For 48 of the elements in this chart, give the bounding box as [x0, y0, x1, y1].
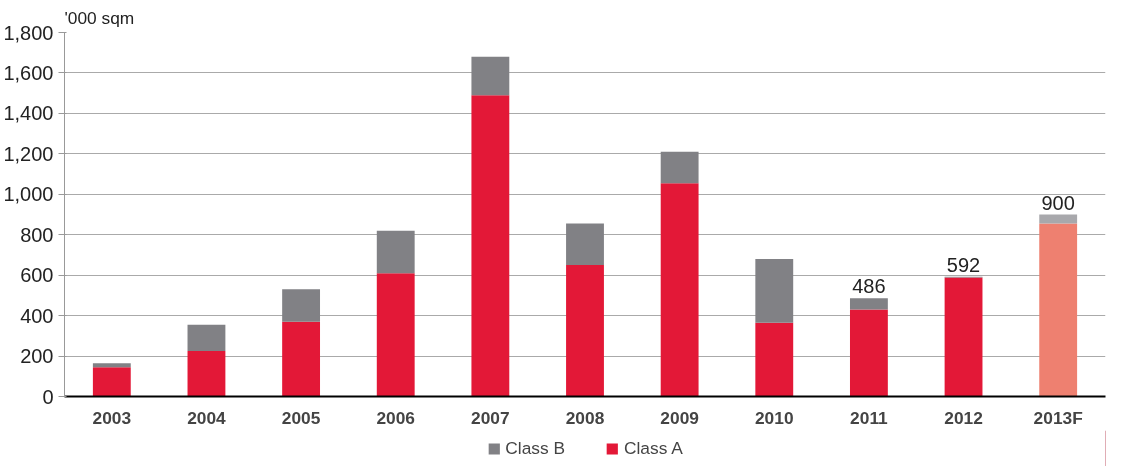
x-tick-label: 2008 [565, 407, 605, 428]
x-tick-label: 2011 [850, 407, 889, 428]
y-tick-label: 1,200 [3, 142, 54, 165]
total-label: 900 [1041, 191, 1075, 214]
bar [1039, 223, 1078, 397]
y-axis-title: '000 sqm [64, 7, 135, 28]
total-label: 592 [946, 253, 981, 276]
bar [660, 151, 699, 184]
bar [755, 258, 794, 323]
bar [376, 273, 415, 397]
x-tick-label: 2006 [376, 407, 416, 428]
bar [566, 265, 604, 397]
y-tick-label: 1,000 [3, 183, 54, 206]
bar [471, 56, 510, 96]
y-tick-label: 400 [20, 304, 54, 327]
y-tick-label: 1,600 [3, 61, 54, 84]
bar [282, 321, 321, 397]
bar [376, 230, 415, 274]
x-tick-label: 2007 [471, 407, 510, 428]
y-tick-label: 600 [20, 264, 54, 287]
bar [849, 298, 888, 310]
x-tick-label: 2012 [944, 407, 983, 428]
bar [471, 95, 510, 397]
y-tick-label: 800 [20, 223, 54, 246]
y-tick-label: 1,400 [3, 102, 54, 125]
legend-label: Class A [623, 437, 683, 459]
x-tick-label: 2003 [92, 407, 132, 428]
total-label: 486 [852, 275, 886, 298]
bar [92, 363, 131, 368]
bar [566, 223, 604, 266]
y-tick-label: 200 [20, 345, 54, 368]
bar [282, 289, 321, 322]
bar [92, 367, 131, 397]
y-tick-label: 0 [42, 385, 54, 408]
x-tick-label: 2010 [755, 407, 794, 428]
bar [187, 324, 226, 351]
bar [944, 277, 983, 397]
x-tick-label: 2005 [281, 407, 321, 428]
bar [1039, 214, 1078, 224]
legend-label: Class B [505, 437, 565, 459]
bar [755, 322, 794, 397]
x-tick-label: 2004 [187, 407, 227, 428]
bar [849, 309, 888, 397]
x-tick-label: 2013F [1033, 407, 1083, 428]
x-tick-label: 2009 [660, 407, 699, 428]
y-tick-label: 1,800 [3, 21, 54, 44]
bar [187, 351, 226, 397]
bar [660, 183, 699, 397]
